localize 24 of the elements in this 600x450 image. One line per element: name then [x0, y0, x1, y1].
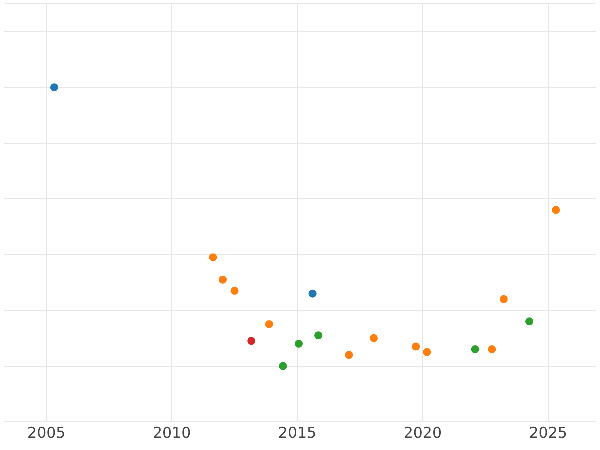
point — [50, 84, 58, 92]
x-tick-label: 2020 — [404, 424, 442, 442]
point — [412, 342, 420, 351]
point — [230, 287, 239, 296]
point — [552, 206, 560, 214]
point — [370, 334, 378, 342]
point — [279, 362, 288, 370]
x-tick-label: 2015 — [278, 424, 317, 442]
point — [345, 351, 354, 360]
x-tick-label: 2025 — [529, 424, 568, 442]
x-tick-label: 2010 — [152, 424, 192, 442]
point — [500, 295, 508, 304]
point — [218, 276, 227, 284]
point — [423, 348, 432, 356]
point — [308, 290, 317, 298]
point — [265, 320, 274, 328]
point — [209, 254, 218, 262]
point — [314, 332, 323, 340]
point — [248, 337, 256, 346]
point — [526, 318, 534, 326]
point — [294, 340, 303, 348]
x-tick-label: 2005 — [28, 424, 66, 442]
point — [471, 346, 480, 354]
point — [488, 346, 496, 354]
